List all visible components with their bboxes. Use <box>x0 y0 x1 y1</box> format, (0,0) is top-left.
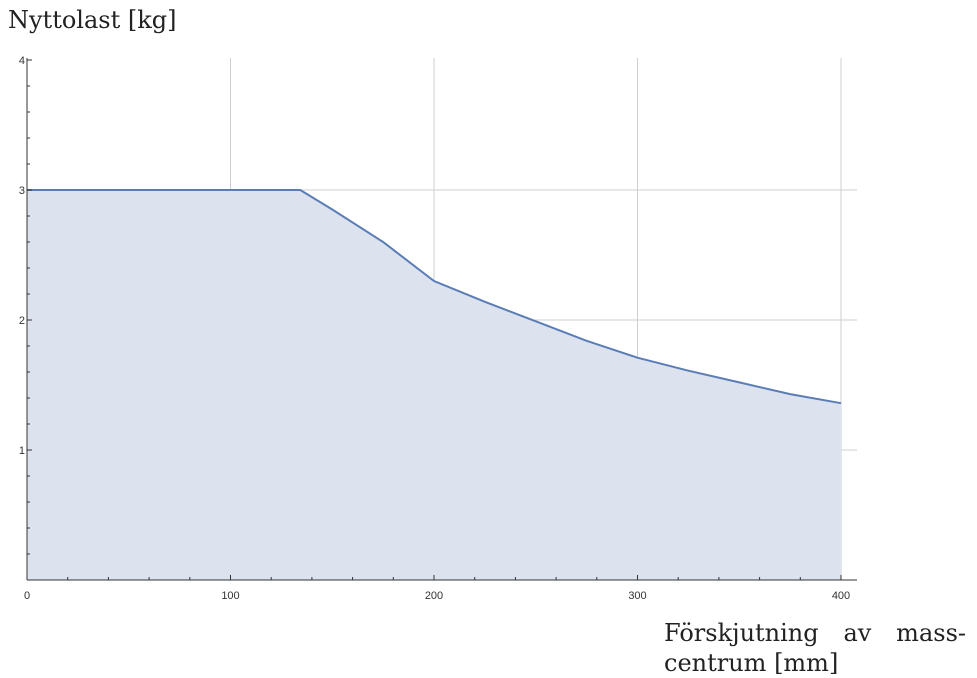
y-tick-label: 1 <box>19 445 25 457</box>
y-tick-label: 2 <box>19 315 25 327</box>
x-tick-label: 0 <box>24 590 30 602</box>
ticks: 0 100 200 300 400 1 2 3 4 <box>19 55 850 602</box>
x-tick-label: 100 <box>221 590 239 602</box>
y-axis-label: Nyttolast [kg] <box>8 6 177 34</box>
x-axis-label: Förskjutning av mass-centrum [mm] <box>664 619 966 677</box>
y-tick-label: 4 <box>19 55 25 67</box>
x-tick-label: 200 <box>425 590 443 602</box>
x-tick-label: 400 <box>832 590 850 602</box>
x-tick-label: 300 <box>628 590 646 602</box>
y-tick-label: 3 <box>19 185 25 197</box>
payload-area-fill <box>27 190 841 580</box>
payload-line <box>27 189 842 405</box>
